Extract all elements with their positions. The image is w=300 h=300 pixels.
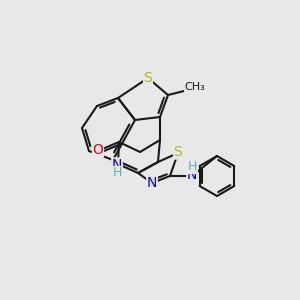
Text: S: S	[144, 71, 152, 85]
Text: CH₃: CH₃	[184, 82, 206, 92]
Text: N: N	[112, 158, 122, 172]
Text: S: S	[174, 145, 182, 159]
Text: H: H	[112, 167, 122, 179]
Text: H: H	[187, 160, 197, 173]
Text: N: N	[147, 176, 157, 190]
Text: N: N	[187, 168, 197, 182]
Text: O: O	[93, 143, 104, 157]
